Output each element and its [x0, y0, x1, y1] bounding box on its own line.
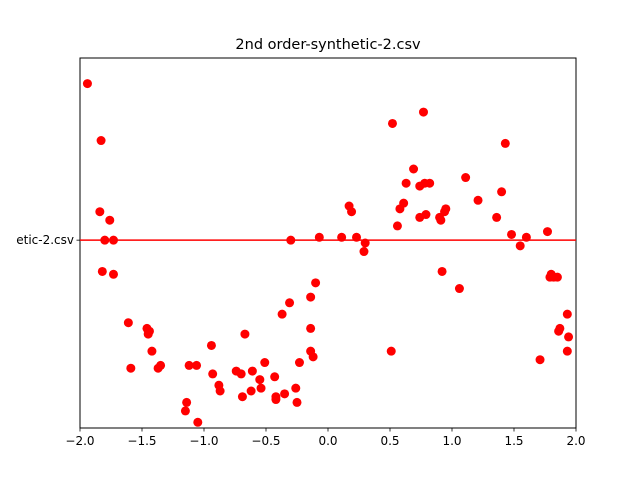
data-point [392, 221, 402, 231]
data-point [306, 323, 316, 333]
data-point [208, 369, 218, 379]
data-point [255, 375, 265, 385]
data-point [308, 352, 318, 362]
data-point [401, 178, 411, 188]
data-point [387, 118, 397, 128]
x-tick-label: 1.0 [442, 434, 461, 448]
data-point [237, 392, 247, 402]
data-point [415, 181, 425, 191]
data-point [123, 318, 133, 328]
data-point [562, 309, 572, 319]
data-point [256, 383, 266, 393]
data-point [461, 173, 471, 183]
data-point [564, 332, 574, 342]
data-point [542, 227, 552, 237]
y-tick-label: etic-2.csv [16, 233, 74, 247]
data-point [292, 397, 302, 407]
data-point [277, 309, 287, 319]
data-point [562, 346, 572, 356]
data-point [409, 164, 419, 174]
data-point [156, 360, 166, 370]
data-point [247, 366, 257, 376]
data-point [473, 195, 483, 205]
data-point [436, 215, 446, 225]
plot-area [79, 57, 577, 429]
data-point [240, 329, 250, 339]
data-point [144, 326, 154, 336]
data-point [554, 326, 564, 336]
data-point [500, 138, 510, 148]
data-point [270, 372, 280, 382]
data-point [386, 346, 396, 356]
data-point [418, 107, 428, 117]
data-point [246, 386, 256, 396]
x-tick-label: 2.0 [566, 434, 585, 448]
data-point [182, 397, 192, 407]
data-point [492, 212, 502, 222]
data-point [184, 360, 194, 370]
data-point [535, 355, 545, 365]
data-point [347, 207, 357, 217]
data-point [280, 389, 290, 399]
data-point [291, 383, 301, 393]
data-point [515, 241, 525, 251]
x-axis: −2.0 −1.5 −1.0 −0.5 0.0 0.5 1.0 1.5 2.0 [65, 428, 586, 448]
x-tick-label: −2.0 [65, 434, 94, 448]
data-point [425, 178, 435, 188]
data-point [126, 363, 136, 373]
data-point [507, 229, 517, 239]
data-point [421, 210, 431, 220]
x-tick-label: −1.0 [189, 434, 218, 448]
y-axis: etic-2.csv [16, 233, 80, 247]
x-tick-label: 0.5 [380, 434, 399, 448]
x-tick-label: −0.5 [251, 434, 280, 448]
data-point [306, 292, 316, 302]
data-point [271, 392, 281, 402]
data-point [206, 340, 216, 350]
data-point [82, 79, 92, 89]
data-point [180, 406, 190, 416]
data-point [285, 298, 295, 308]
data-point [441, 204, 451, 214]
data-point [147, 346, 157, 356]
data-point [437, 266, 447, 276]
data-point [193, 417, 203, 427]
data-point [399, 198, 409, 208]
x-tick-label: −1.5 [127, 434, 156, 448]
data-point [108, 269, 118, 279]
data-point [215, 386, 225, 396]
data-point [545, 272, 555, 282]
x-tick-label: 0.0 [318, 434, 337, 448]
data-point [311, 278, 321, 288]
data-point [192, 360, 202, 370]
data-point [96, 136, 106, 146]
data-point [236, 369, 246, 379]
data-point [454, 284, 464, 294]
chart-title: 2nd order-synthetic-2.csv [235, 37, 421, 53]
x-tick-label: 1.5 [504, 434, 523, 448]
data-point [260, 358, 270, 368]
data-point [359, 247, 369, 257]
data-point [95, 207, 105, 217]
data-point [105, 215, 115, 225]
data-point [497, 187, 507, 197]
data-point [294, 358, 304, 368]
data-point [552, 272, 562, 282]
data-point [97, 266, 107, 276]
